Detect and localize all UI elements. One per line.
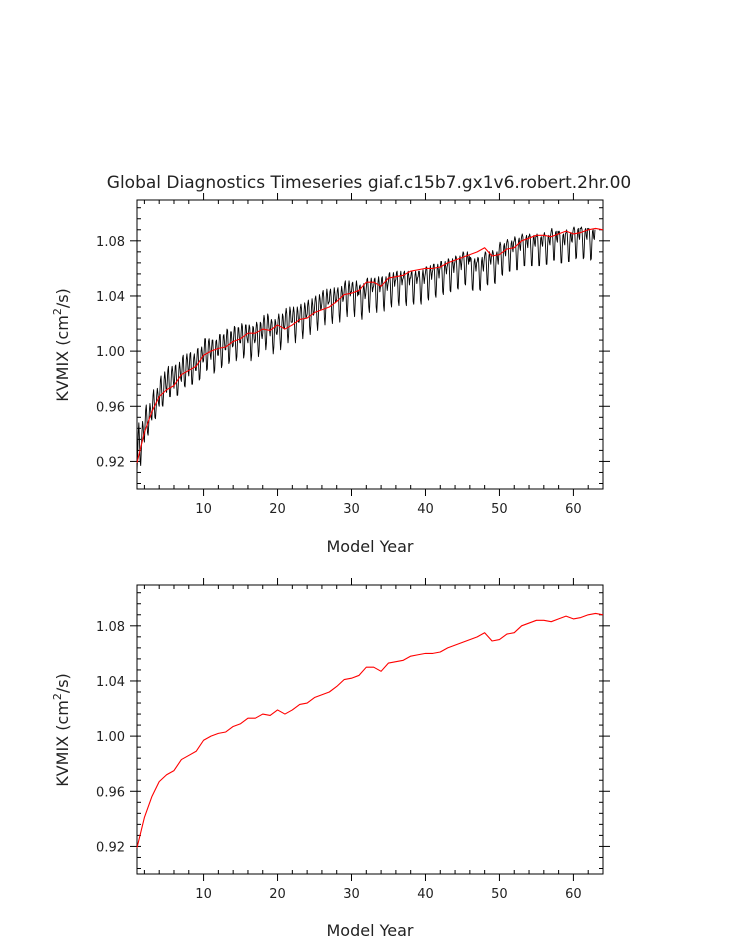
x-tick-label: 10 <box>195 502 212 517</box>
y-tick-label: 0.92 <box>96 455 125 470</box>
y-tick-labels: 0.92 0.96 1.00 1.04 1.08 <box>96 235 125 471</box>
plot-frame <box>136 199 604 490</box>
y-tick-label: 1.00 <box>96 730 125 745</box>
y-axis-label-sup: 2 <box>51 693 64 700</box>
y-axis-label-main: KVMIX (cm <box>53 700 72 787</box>
x-tick-labels: 10 20 30 40 50 60 <box>195 887 581 902</box>
y-tick-label: 1.08 <box>96 235 125 250</box>
x-axis-label: Model Year <box>327 537 414 556</box>
series-group <box>136 226 604 472</box>
annual-mean-series-line <box>136 227 604 463</box>
plot-frame <box>136 584 604 875</box>
chart-top-panel: 0.92 0.96 1.00 1.04 1.08 10 20 30 40 50 60 Model … <box>51 193 610 556</box>
x-tick-label: 50 <box>491 502 508 517</box>
y-tick-label: 1.04 <box>96 290 125 305</box>
major-ticks <box>130 578 610 881</box>
y-tick-label: 1.04 <box>96 675 125 690</box>
x-axis-label: Model Year <box>327 921 414 940</box>
x-tick-label: 60 <box>565 502 582 517</box>
annual-mean-series-line <box>136 612 604 848</box>
x-tick-label: 10 <box>195 887 212 902</box>
x-tick-label: 20 <box>269 502 286 517</box>
x-tick-label: 60 <box>565 887 582 902</box>
x-tick-label: 50 <box>491 887 508 902</box>
minor-ticks <box>137 585 604 874</box>
y-axis-label-sup: 2 <box>51 308 64 315</box>
y-tick-label: 0.92 <box>96 840 125 855</box>
series-group <box>136 612 604 848</box>
y-axis-label-tail: /s) <box>53 673 72 693</box>
y-tick-labels: 0.92 0.96 1.00 1.04 1.08 <box>96 620 125 856</box>
x-tick-label: 30 <box>343 887 360 902</box>
x-tick-label: 40 <box>417 502 434 517</box>
y-axis-label: KVMIX (cm2/s) <box>51 673 72 787</box>
monthly-series-line <box>136 226 596 472</box>
x-tick-label: 30 <box>343 502 360 517</box>
x-tick-label: 40 <box>417 887 434 902</box>
x-tick-label: 20 <box>269 887 286 902</box>
y-tick-label: 0.96 <box>96 400 125 415</box>
chart-title: Global Diagnostics Timeseries giaf.c15b7… <box>107 173 631 193</box>
y-tick-label: 1.00 <box>96 345 125 360</box>
y-axis-label-tail: /s) <box>53 288 72 308</box>
x-tick-labels: 10 20 30 40 50 60 <box>195 502 581 517</box>
y-axis-label: KVMIX (cm2/s) <box>51 288 72 402</box>
y-tick-label: 1.08 <box>96 620 125 635</box>
y-tick-label: 0.96 <box>96 785 125 800</box>
y-axis-label-main: KVMIX (cm <box>53 315 72 402</box>
major-ticks <box>130 193 610 496</box>
chart-bottom-panel: 0.92 0.96 1.00 1.04 1.08 10 20 30 40 50 60 Model … <box>51 578 610 940</box>
